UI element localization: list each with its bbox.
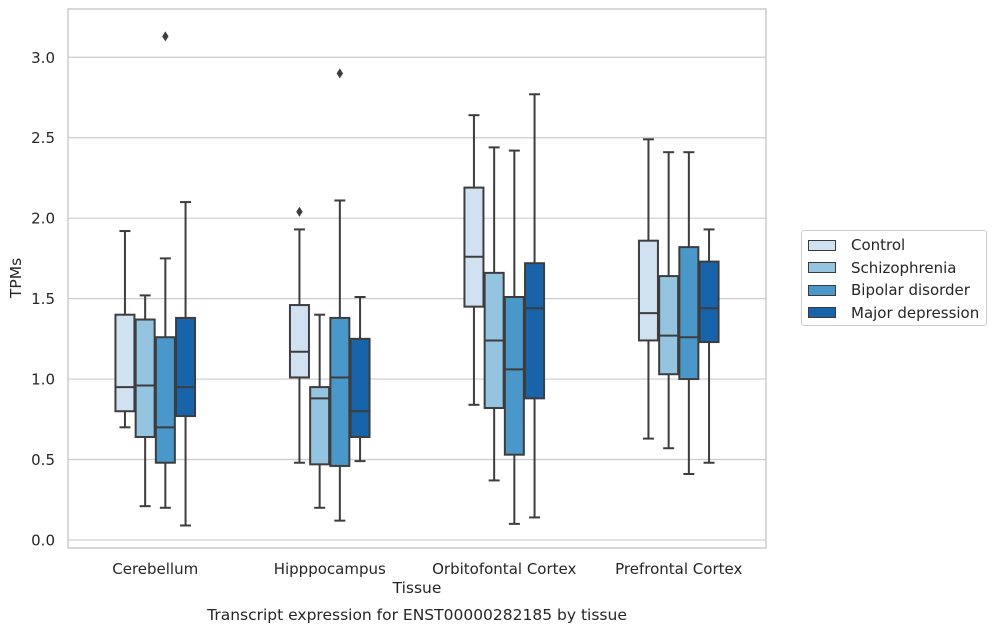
y-tick-label: 3.0 bbox=[31, 49, 55, 67]
box-iqr bbox=[637, 239, 659, 342]
box-iqr bbox=[658, 275, 680, 376]
outlier-point bbox=[162, 31, 169, 42]
box-iqr bbox=[154, 336, 176, 464]
y-tick-label: 2.0 bbox=[31, 210, 55, 228]
x-tick-labels: Cerebellum Hipppocampus Orbitofontal Corte… bbox=[112, 560, 742, 578]
box-iqr bbox=[503, 296, 525, 456]
box-group bbox=[678, 151, 700, 475]
box-group bbox=[524, 93, 546, 519]
y-tick-labels: 0.0 0.5 1.0 1.5 2.0 2.5 3.0 bbox=[31, 49, 55, 550]
y-tick-label: 2.5 bbox=[31, 129, 55, 147]
legend-label-bipolar-disorder: Bipolar disorder bbox=[851, 281, 970, 300]
box-iqr bbox=[114, 313, 136, 413]
box-group bbox=[288, 206, 310, 464]
box-group bbox=[658, 151, 680, 450]
box-iqr bbox=[678, 246, 700, 381]
y-axis-label: TPMs bbox=[7, 258, 25, 299]
outlier-point bbox=[296, 206, 303, 217]
box-iqr bbox=[463, 186, 485, 308]
legend-swatch-control bbox=[808, 239, 836, 251]
box-iqr bbox=[524, 262, 546, 400]
legend-swatch-schizophrenia bbox=[808, 262, 836, 274]
y-tick-label: 0.5 bbox=[31, 451, 55, 469]
legend-swatch-major-depression bbox=[808, 307, 836, 319]
legend-item-bipolar-disorder: Bipolar disorder bbox=[808, 279, 986, 302]
legend-label-schizophrenia: Schizophrenia bbox=[851, 258, 957, 277]
x-tick-label: Cerebellum bbox=[112, 560, 198, 578]
y-tick-label: 1.0 bbox=[31, 371, 55, 389]
box-group bbox=[349, 296, 371, 463]
box-iqr bbox=[349, 337, 371, 438]
legend: Control Schizophrenia Bipolar disorder M… bbox=[801, 230, 987, 326]
legend-item-schizophrenia: Schizophrenia bbox=[808, 257, 986, 280]
box-group bbox=[134, 294, 156, 508]
legend-label-control: Control bbox=[851, 236, 906, 255]
legend-swatch-bipolar-disorder bbox=[808, 284, 836, 296]
box-group bbox=[463, 114, 485, 406]
box-group bbox=[503, 149, 525, 525]
legend-item-control: Control bbox=[808, 234, 986, 257]
chart-caption: Transcript expression for ENST0000028218… bbox=[207, 606, 627, 624]
x-tick-label: Orbitofontal Cortex bbox=[432, 560, 576, 578]
box-group bbox=[175, 201, 197, 527]
box-iqr bbox=[288, 304, 310, 379]
box-group bbox=[309, 313, 331, 509]
box-group bbox=[329, 68, 351, 522]
plot-frame bbox=[67, 8, 767, 549]
legend-item-major-depression: Major depression bbox=[808, 302, 986, 325]
box-group bbox=[114, 230, 136, 429]
x-tick-label: Prefrontal Cortex bbox=[615, 560, 742, 578]
x-tick-label: Hipppocampus bbox=[274, 560, 386, 578]
box-iqr bbox=[698, 260, 720, 344]
box-iqr bbox=[134, 318, 156, 438]
y-tick-label: 1.5 bbox=[31, 290, 55, 308]
box-group bbox=[637, 138, 659, 440]
box-group bbox=[698, 228, 720, 464]
box-group bbox=[154, 31, 176, 509]
box-iqr bbox=[175, 316, 197, 418]
legend-label-major-depression: Major depression bbox=[851, 303, 980, 322]
box-group bbox=[483, 146, 505, 482]
outlier-point bbox=[336, 68, 344, 79]
box-iqr bbox=[309, 386, 331, 466]
box-iqr bbox=[329, 316, 351, 467]
x-axis-label: Tissue bbox=[392, 579, 442, 597]
y-tick-label: 0.0 bbox=[31, 531, 55, 549]
box-layer bbox=[114, 31, 720, 527]
